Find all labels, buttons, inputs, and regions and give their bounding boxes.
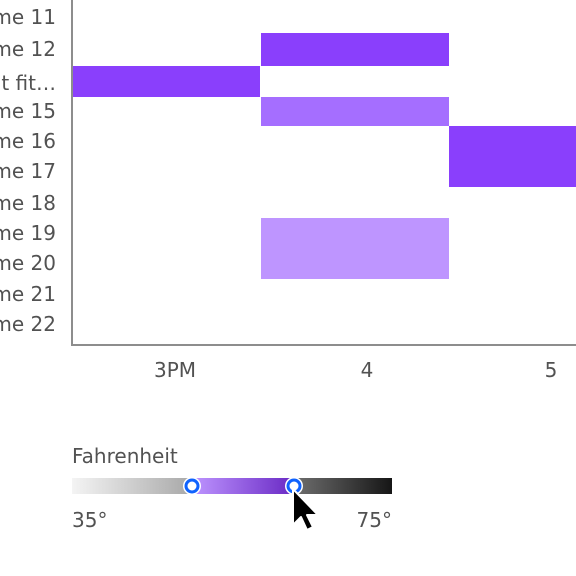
heatmap-cell[interactable]: [449, 126, 576, 156]
heatmap-cell[interactable]: [449, 156, 576, 187]
y-tick-label: me 22: [0, 312, 56, 336]
heatmap-cell[interactable]: [72, 66, 260, 97]
y-tick-label: me 12: [0, 37, 56, 61]
heatmap-cell[interactable]: [261, 248, 449, 279]
heatmap-cell[interactable]: [261, 33, 449, 66]
legend-bar-right: [294, 478, 392, 494]
y-tick-label: me 11: [0, 5, 56, 29]
heatmap-cells: [72, 33, 576, 279]
legend-title: Fahrenheit: [72, 444, 178, 468]
y-tick-label: me 16: [0, 129, 56, 153]
range-handle-low[interactable]: [183, 477, 201, 495]
y-axis-labels: me 11 me 12 ’t fit… me 15 me 16 me 17 me 18 me …: [0, 5, 56, 336]
y-tick-label: me 20: [0, 251, 56, 275]
y-tick-label: ’t fit…: [0, 71, 56, 95]
x-tick-label: 3PM: [154, 358, 196, 382]
x-tick-label: 4: [361, 358, 374, 382]
y-tick-label: me 21: [0, 282, 56, 306]
legend-max-label: 75°: [357, 508, 392, 532]
y-tick-label: me 17: [0, 159, 56, 183]
mouse-pointer-icon: [292, 488, 319, 531]
legend-bar-selected: [192, 478, 294, 494]
x-axis-labels: 3PM 4 5: [154, 358, 557, 382]
legend-min-label: 35°: [72, 508, 107, 532]
y-tick-label: me 19: [0, 221, 56, 245]
y-tick-label: me 18: [0, 191, 56, 215]
legend-bar-left: [72, 478, 192, 494]
heatmap-cell[interactable]: [261, 97, 449, 126]
y-tick-label: me 15: [0, 99, 56, 123]
color-legend: Fahrenheit 35° 75°: [72, 444, 392, 532]
heatmap-cell[interactable]: [261, 218, 449, 248]
range-handle-high[interactable]: [285, 477, 303, 495]
x-tick-label: 5: [545, 358, 558, 382]
